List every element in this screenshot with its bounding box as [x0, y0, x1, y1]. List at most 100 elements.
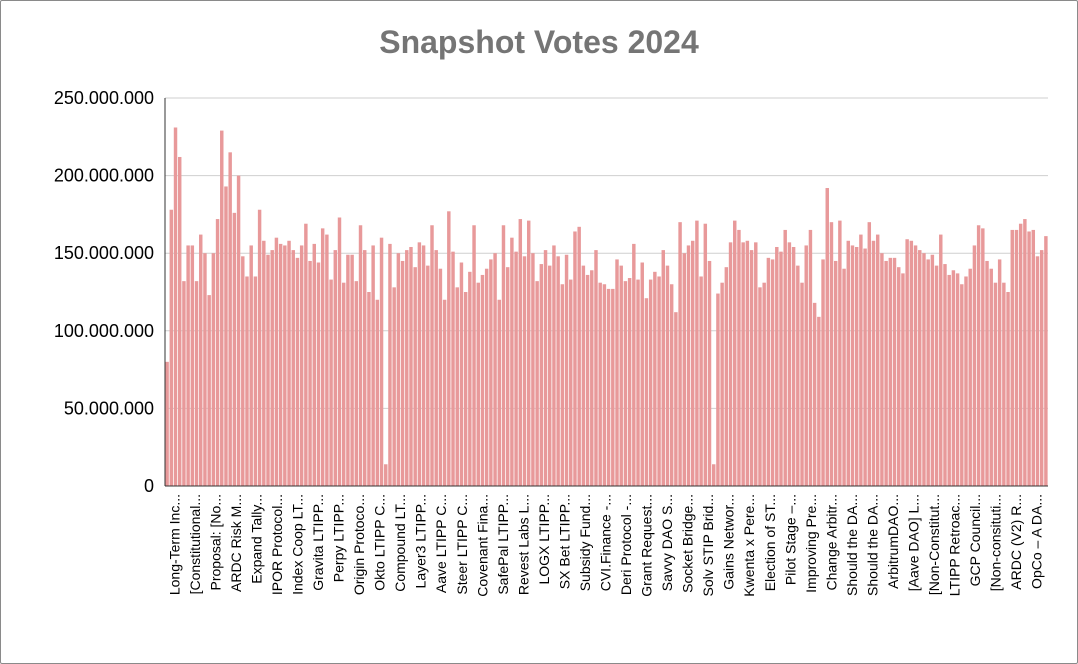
- bar: [451, 251, 455, 486]
- bar: [165, 361, 169, 486]
- bar: [337, 217, 342, 486]
- x-tick-label: Expand Tally...: [248, 494, 264, 584]
- bar: [997, 259, 1002, 486]
- bar: [190, 245, 195, 486]
- y-tick-label: 0: [144, 476, 154, 496]
- bar: [552, 245, 556, 486]
- x-tick-label: [Non-Constitut...: [926, 494, 942, 595]
- bar: [918, 250, 922, 486]
- bar: [686, 245, 691, 486]
- x-tick-label: Pilot Stage –...: [782, 494, 798, 585]
- bar: [611, 288, 615, 486]
- bar: [775, 246, 779, 486]
- bar: [266, 254, 270, 486]
- bar: [989, 268, 993, 486]
- bar: [947, 274, 951, 486]
- bar: [1002, 282, 1006, 486]
- bar: [661, 250, 665, 486]
- bar: [421, 245, 426, 486]
- bar: [417, 242, 422, 486]
- x-tick-label: [Constitutional...: [187, 494, 203, 594]
- x-tick-labels: Long-Term Inc... [Constitutional... Propos…: [166, 494, 1044, 597]
- bar: [712, 464, 716, 486]
- bar: [791, 246, 796, 486]
- bar: [749, 250, 754, 486]
- bar: [203, 253, 207, 486]
- x-tick-label: Okto LTIPP C...: [372, 494, 388, 591]
- bar: [400, 260, 405, 486]
- bar: [169, 209, 174, 487]
- x-tick-label: LTIPP Retroac...: [947, 494, 963, 596]
- bar: [720, 282, 724, 486]
- bar: [1010, 229, 1014, 487]
- x-tick-label: CVI.Finance -...: [598, 494, 614, 591]
- bar: [800, 282, 804, 486]
- bar: [405, 250, 409, 486]
- bar: [854, 246, 859, 486]
- bar: [262, 240, 266, 486]
- bar: [560, 284, 565, 486]
- bar: [548, 265, 552, 486]
- bar: [728, 242, 733, 486]
- y-tick-label: 50.000.000: [64, 398, 154, 418]
- bar: [863, 248, 867, 486]
- bar: [934, 265, 939, 486]
- bar: [913, 245, 918, 486]
- x-tick-label: Compound LT...: [392, 494, 408, 592]
- x-tick-label: Deri Protocol -...: [618, 494, 634, 595]
- bar: [274, 237, 279, 486]
- x-tick-label: Solv STIP Brid...: [700, 494, 716, 596]
- bar: [472, 225, 476, 486]
- bar: [762, 282, 766, 486]
- bar: [455, 287, 459, 486]
- bar: [968, 268, 972, 486]
- bar: [241, 256, 245, 486]
- bar: [901, 273, 905, 486]
- x-tick-label: LOGX LTIPP...: [536, 494, 552, 585]
- bar: [358, 225, 363, 486]
- bar: [518, 219, 523, 486]
- bar: [320, 228, 325, 486]
- bar: [476, 282, 480, 486]
- bar: [413, 267, 417, 486]
- bar: [199, 234, 203, 486]
- bar: [350, 254, 354, 486]
- bar: [468, 271, 472, 486]
- bar: [875, 234, 880, 486]
- x-tick-label: [Non-consituti...: [988, 494, 1004, 591]
- bar: [270, 250, 274, 486]
- bar: [972, 245, 977, 486]
- bar: [619, 265, 623, 486]
- bar: [207, 295, 211, 486]
- x-tick-label: Subsidy Fund...: [577, 494, 593, 591]
- bar: [678, 222, 682, 486]
- x-tick-label: ArbitrumDAO...: [885, 494, 901, 589]
- bar: [943, 264, 947, 486]
- x-tick-label: Proposal: [No...: [207, 494, 223, 591]
- bar: [930, 254, 935, 486]
- x-tick-label: Perpy LTIPP...: [331, 494, 347, 582]
- bar: [779, 251, 783, 486]
- x-tick-label: Covenant Fina...: [474, 494, 490, 597]
- x-tick-label: Grant Request...: [639, 494, 655, 597]
- bar: [375, 299, 380, 486]
- bar: [341, 282, 346, 486]
- bar: [888, 257, 893, 486]
- bar: [1035, 256, 1040, 486]
- bars: [165, 127, 1048, 487]
- bar: [598, 282, 602, 486]
- x-tick-label: IPOR Protocol...: [269, 494, 285, 595]
- bar: [581, 265, 586, 486]
- bar: [850, 245, 855, 486]
- bar: [1039, 250, 1044, 486]
- bar: [501, 225, 506, 486]
- bar: [703, 223, 708, 486]
- y-tick-label: 100.000.000: [54, 321, 154, 341]
- x-tick-label: Should the DA...: [865, 494, 881, 596]
- bar: [1027, 231, 1031, 486]
- x-tick-label: Savvy DAO S...: [659, 494, 675, 591]
- bar: [291, 250, 295, 486]
- axes: [164, 98, 1048, 487]
- bar: [1023, 219, 1027, 486]
